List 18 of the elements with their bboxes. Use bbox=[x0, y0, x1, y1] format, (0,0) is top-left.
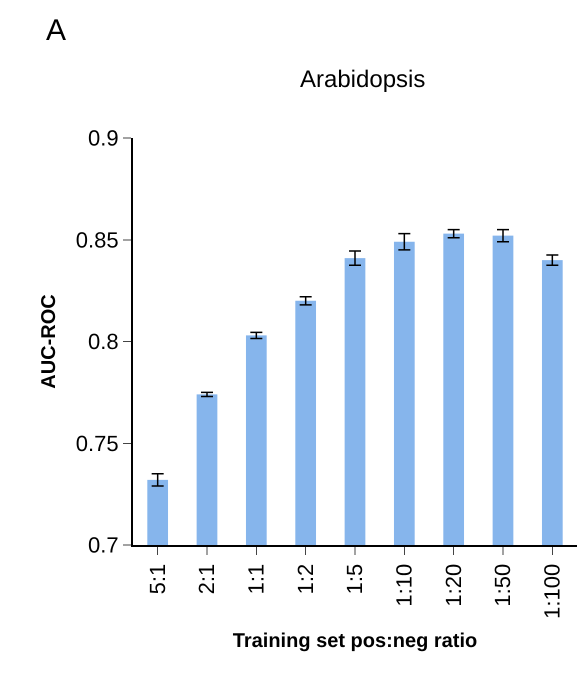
x-tick-label: 1:20 bbox=[440, 564, 466, 607]
x-tick-label: 2:1 bbox=[194, 564, 220, 594]
y-tick-label: 0.9 bbox=[88, 126, 119, 151]
x-tick-label: 1:100 bbox=[539, 564, 564, 619]
x-tick-label: 1:1 bbox=[243, 564, 268, 594]
x-tick-label: 5:1 bbox=[144, 564, 170, 594]
y-tick-label: 0.75 bbox=[76, 430, 119, 456]
chart-title: Arabidopsis bbox=[300, 66, 426, 94]
x-tick-label: 1:5 bbox=[342, 564, 368, 594]
x-tick-label: 1:10 bbox=[391, 564, 416, 607]
y-tick-label: 0.85 bbox=[76, 227, 119, 252]
x-tick-label: 1:2 bbox=[292, 564, 318, 594]
y-tick-label: 0.7 bbox=[88, 532, 119, 558]
y-tick-label: 0.8 bbox=[88, 329, 119, 354]
x-axis-title: Training set pos:neg ratio bbox=[232, 630, 478, 652]
y-axis-title: AUC-ROC bbox=[38, 294, 60, 389]
text: A bbox=[46, 14, 66, 47]
x-tick-label: 1:50 bbox=[490, 564, 516, 607]
